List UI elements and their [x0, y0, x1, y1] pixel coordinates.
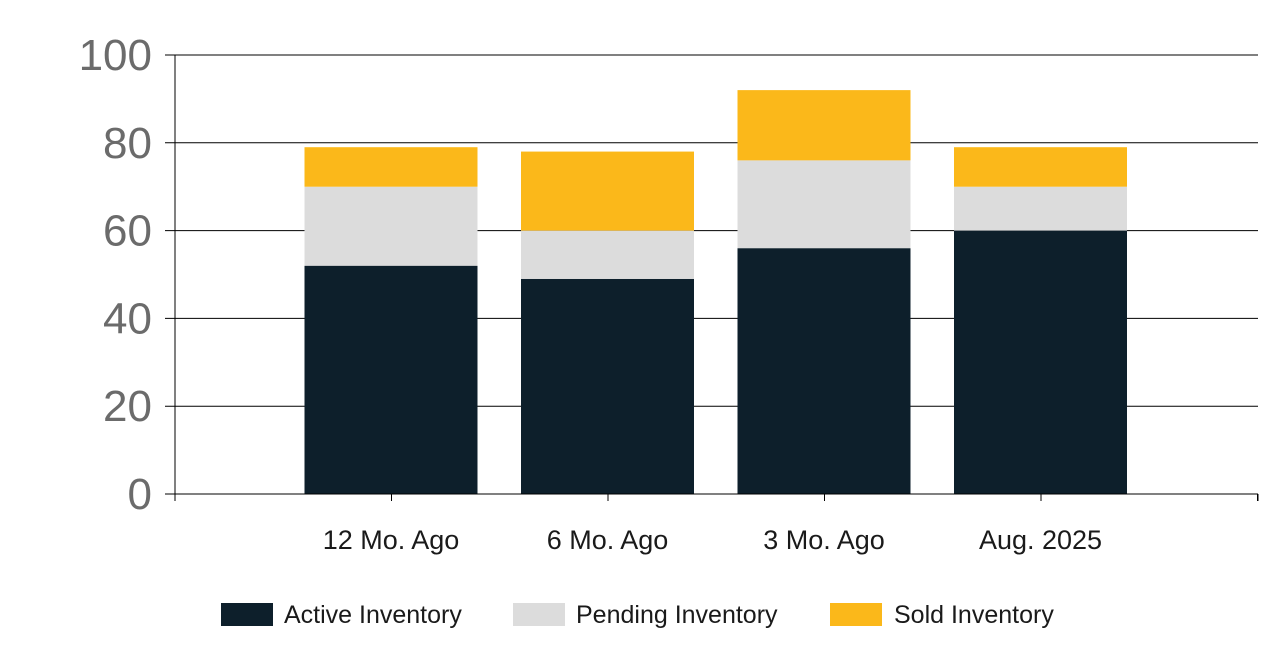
y-tick-label: 0 — [128, 470, 152, 519]
legend-item-active-inventory: Active Inventory — [221, 601, 462, 629]
y-tick-label: 60 — [103, 207, 152, 256]
bar-sold-inventory-3 — [954, 147, 1127, 187]
legend-swatch — [221, 603, 273, 626]
bar-sold-inventory-2 — [737, 90, 911, 161]
bar-active-inventory-2 — [737, 248, 911, 494]
legend-swatch — [513, 603, 565, 626]
bar-sold-inventory-1 — [521, 151, 694, 231]
bar-pending-inventory-1 — [521, 230, 694, 279]
y-tick-label: 20 — [103, 382, 152, 431]
legend-label: Active Inventory — [284, 601, 462, 629]
legend-swatch — [830, 603, 882, 626]
x-tick-label: 6 Mo. Ago — [547, 525, 669, 555]
bar-active-inventory-3 — [954, 230, 1127, 494]
x-tick-label: Aug. 2025 — [979, 525, 1102, 555]
legend-item-pending-inventory: Pending Inventory — [513, 601, 778, 629]
y-axis-tick-labels: 0 20 40 60 80 100 — [79, 31, 152, 519]
legend-label: Pending Inventory — [576, 601, 778, 629]
x-axis-tick-labels: 12 Mo. Ago 6 Mo. Ago 3 Mo. Ago Aug. 2025 — [323, 525, 1102, 555]
bars — [304, 90, 1127, 494]
bar-pending-inventory-0 — [304, 186, 478, 266]
x-tick-label: 12 Mo. Ago — [323, 525, 460, 555]
y-tick-label: 80 — [103, 119, 152, 168]
legend-label: Sold Inventory — [894, 601, 1054, 629]
y-tick-label: 40 — [103, 294, 152, 343]
legend: Active Inventory Pending Inventory Sold In… — [221, 601, 1054, 629]
bar-sold-inventory-0 — [304, 147, 478, 187]
bar-active-inventory-0 — [304, 265, 478, 494]
y-tick-label: 100 — [79, 31, 152, 80]
bar-pending-inventory-2 — [737, 160, 911, 249]
bar-pending-inventory-3 — [954, 186, 1127, 231]
axes — [165, 55, 1259, 501]
legend-item-sold-inventory: Sold Inventory — [830, 601, 1054, 629]
bar-active-inventory-1 — [521, 278, 694, 494]
x-tick-label: 3 Mo. Ago — [763, 525, 885, 555]
